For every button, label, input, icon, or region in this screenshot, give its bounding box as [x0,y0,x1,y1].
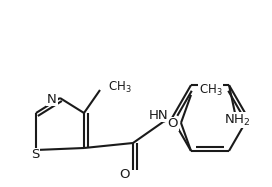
Text: S: S [31,148,39,162]
Text: N: N [47,93,57,105]
Text: NH$_2$: NH$_2$ [224,113,250,128]
Text: CH$_3$: CH$_3$ [199,83,223,99]
Text: HN: HN [149,108,169,122]
Text: O: O [120,168,130,180]
Text: O: O [168,117,178,130]
Text: CH$_3$: CH$_3$ [108,79,132,95]
